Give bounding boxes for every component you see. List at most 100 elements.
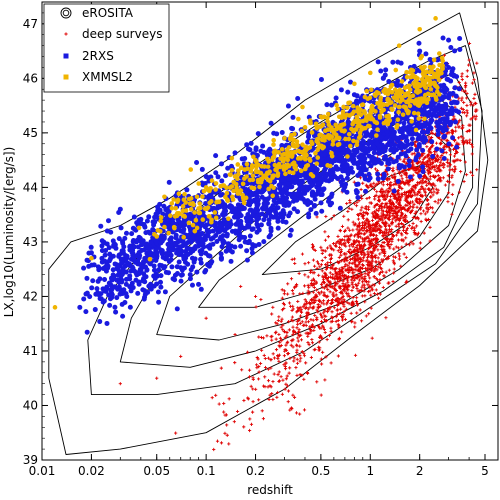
rxs2-point bbox=[130, 266, 135, 271]
rxs2-point bbox=[225, 166, 230, 171]
rxs2-point bbox=[258, 149, 263, 154]
rxs2-point bbox=[247, 239, 252, 244]
rxs2-point bbox=[112, 305, 117, 310]
rxs2-point bbox=[224, 249, 229, 254]
rxs2-point bbox=[441, 36, 446, 41]
rxs2-point bbox=[183, 242, 188, 247]
rxs2-point bbox=[140, 242, 145, 247]
rxs2-point bbox=[359, 152, 364, 157]
rxs2-point bbox=[142, 288, 147, 293]
rxs2-point bbox=[364, 167, 369, 172]
rxs2-point bbox=[306, 185, 311, 190]
rxs2-point bbox=[280, 190, 285, 195]
rxs2-point bbox=[394, 83, 399, 88]
rxs2-point bbox=[196, 282, 201, 287]
rxs2-point bbox=[376, 176, 381, 181]
rxs2-point bbox=[453, 100, 458, 105]
rxs2-point bbox=[187, 246, 192, 251]
rxs2-point bbox=[121, 251, 126, 256]
rxs2-point bbox=[128, 244, 133, 249]
rxs2-point bbox=[98, 224, 103, 229]
rxs2-point bbox=[96, 264, 101, 269]
rxs2-point bbox=[137, 235, 142, 240]
rxs2-point bbox=[440, 104, 445, 109]
rxs2-point bbox=[180, 229, 185, 234]
rxs2-point bbox=[269, 121, 274, 126]
rxs2-point bbox=[268, 226, 273, 231]
rxs2-point bbox=[284, 220, 289, 225]
rxs2-point bbox=[139, 267, 144, 272]
rxs2-point bbox=[457, 36, 462, 41]
rxs2-point bbox=[81, 296, 86, 301]
rxs2-point bbox=[193, 246, 198, 251]
rxs2-point bbox=[153, 276, 158, 281]
rxs2-point bbox=[146, 214, 151, 219]
rxs2-point bbox=[423, 121, 428, 126]
rxs2-point bbox=[211, 235, 216, 240]
rxs2-point bbox=[355, 173, 360, 178]
rxs2-point bbox=[319, 152, 324, 157]
rxs2-point bbox=[420, 164, 425, 169]
rxs2-point bbox=[257, 242, 262, 247]
rxs2-point-13 bbox=[446, 38, 451, 43]
rxs2-point bbox=[134, 220, 139, 225]
rxs2-point bbox=[202, 269, 207, 274]
rxs2-point bbox=[400, 126, 405, 131]
rxs2-point bbox=[274, 131, 279, 136]
rxs2-point bbox=[125, 254, 130, 259]
rxs2-point bbox=[382, 172, 387, 177]
rxs2-point bbox=[244, 215, 249, 220]
rxs2-point bbox=[238, 219, 243, 224]
rxs2-point bbox=[340, 178, 345, 183]
rxs2-point bbox=[338, 206, 343, 211]
rxs2-point bbox=[172, 277, 177, 282]
rxs2-point bbox=[219, 178, 224, 183]
rxs2-point bbox=[286, 177, 291, 182]
rxs2-point bbox=[136, 279, 141, 284]
rxs2-point bbox=[213, 170, 218, 175]
rxs2-point bbox=[169, 257, 174, 262]
rxs2-point bbox=[271, 215, 276, 220]
rxs2-point bbox=[154, 251, 159, 256]
rxs2-point bbox=[85, 330, 90, 335]
rxs2-point bbox=[147, 249, 152, 254]
rxs2-point bbox=[144, 274, 149, 279]
rxs2-point bbox=[142, 297, 147, 302]
rxs2-point bbox=[341, 151, 346, 156]
rxs2-point bbox=[179, 279, 184, 284]
rxs2-point bbox=[163, 289, 168, 294]
rxs2-point bbox=[158, 240, 163, 245]
rxs2-point bbox=[259, 222, 264, 227]
rxs2-point bbox=[119, 260, 124, 265]
rxs2-point bbox=[421, 169, 426, 174]
rxs2-point bbox=[164, 270, 169, 275]
rxs2-point bbox=[230, 249, 235, 254]
rxs2-point bbox=[267, 217, 272, 222]
rxs2-point bbox=[397, 166, 402, 171]
rxs2-point bbox=[349, 166, 354, 171]
rxs2-point bbox=[135, 291, 140, 296]
rxs2-point bbox=[441, 135, 446, 140]
rxs2-point bbox=[355, 195, 360, 200]
rxs2-point bbox=[423, 51, 428, 56]
rxs2-point bbox=[450, 66, 455, 71]
rxs2-point bbox=[188, 272, 193, 277]
rxs2-point bbox=[134, 271, 139, 276]
rxs2-point bbox=[85, 291, 90, 296]
rxs2-point bbox=[109, 276, 114, 281]
rxs2-point bbox=[248, 193, 253, 198]
rxs2-point bbox=[142, 256, 147, 261]
rxs2-point bbox=[280, 130, 285, 135]
rxs2-point bbox=[446, 141, 451, 146]
rxs2-point bbox=[318, 192, 323, 197]
rxs2-point bbox=[229, 259, 234, 264]
rxs2-point bbox=[319, 200, 324, 205]
rxs2-point bbox=[410, 136, 415, 141]
rxs2-point bbox=[417, 144, 422, 149]
rxs2-point bbox=[369, 132, 374, 137]
rxs2-point-12 bbox=[417, 49, 422, 54]
rxs2-point bbox=[97, 319, 102, 324]
rxs2-point bbox=[276, 226, 281, 231]
rxs2-point bbox=[227, 224, 232, 229]
